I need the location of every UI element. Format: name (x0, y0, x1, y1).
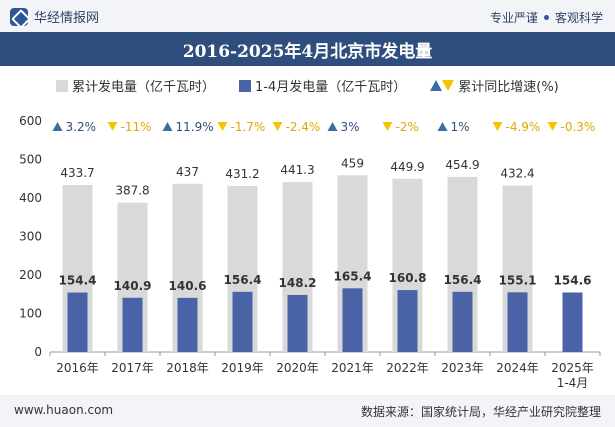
data-label-monthly: 140.6 (169, 279, 207, 293)
x-tick-label: 1-4月 (557, 376, 589, 390)
down-triangle-icon (442, 80, 455, 91)
y-tick-label: 100 (19, 307, 42, 321)
y-tick-label: 300 (19, 230, 42, 244)
growth-label: 11.9% (176, 120, 214, 134)
growth-label: 1% (451, 120, 470, 134)
bar-monthly (507, 292, 528, 352)
x-tick-label: 2019年 (221, 361, 264, 375)
chart-title: 2016-2025年4月北京市发电量 (182, 41, 433, 62)
tagline: 专业严谨 客观科学 (490, 9, 603, 26)
growth-label: -0.3% (561, 120, 596, 134)
brand: 华经情报网 (10, 7, 99, 26)
legend-label-growth: 累计同比增速(%) (458, 80, 559, 95)
data-label-cumulative: 454.9 (445, 158, 479, 172)
growth-label: -4.9% (506, 120, 541, 134)
bar-monthly (177, 297, 198, 352)
bar-monthly (67, 292, 88, 352)
growth-down-triangle-icon (217, 122, 228, 131)
y-tick-label: 500 (19, 153, 42, 167)
x-tick-label: 2020年 (276, 361, 319, 375)
bar-monthly (122, 297, 143, 352)
tagline-right: 客观科学 (554, 11, 603, 25)
data-label-cumulative: 433.7 (60, 166, 94, 180)
data-label-monthly: 155.1 (499, 273, 537, 287)
growth-down-triangle-icon (107, 122, 118, 131)
title-bar: 2016-2025年4月北京市发电量 (0, 32, 615, 66)
bar-monthly (562, 292, 583, 352)
data-label-cumulative: 449.9 (390, 160, 424, 174)
data-label-monthly: 140.9 (114, 279, 152, 293)
data-label-monthly: 156.4 (224, 273, 262, 287)
growth-down-triangle-icon (492, 122, 503, 131)
legend-item-growth: 累计同比增速(%) (430, 76, 559, 95)
growth-label: -11% (121, 120, 152, 134)
legend-label-cumulative: 累计发电量（亿千瓦时） (72, 80, 216, 95)
growth-down-triangle-icon (272, 122, 283, 131)
growth-up-triangle-icon (437, 122, 448, 131)
data-label-monthly: 148.2 (279, 276, 317, 290)
x-tick-label: 2025年 (551, 361, 594, 375)
data-label-cumulative: 437 (176, 165, 199, 179)
data-label-monthly: 160.8 (389, 271, 427, 285)
x-tick-label: 2024年 (496, 361, 539, 375)
growth-label: -2% (396, 120, 419, 134)
brand-name: 华经情报网 (34, 11, 100, 26)
data-label-cumulative: 431.2 (225, 167, 259, 181)
growth-down-triangle-icon (547, 122, 558, 131)
growth-label: -2.4% (286, 120, 321, 134)
growth-up-triangle-icon (162, 122, 173, 131)
y-tick-label: 600 (19, 114, 42, 128)
legend-label-monthly: 1-4月发电量（亿千瓦时） (255, 80, 407, 95)
data-label-monthly: 156.4 (444, 273, 482, 287)
x-tick-label: 2018年 (166, 361, 209, 375)
footer-url: www.huaon.com (14, 403, 114, 417)
bar-monthly (287, 294, 308, 352)
data-label-monthly: 154.4 (59, 274, 97, 288)
data-label-monthly: 154.6 (554, 273, 592, 287)
top-bar: 华经情报网 专业严谨 客观科学 (0, 0, 615, 32)
growth-up-triangle-icon (52, 122, 63, 131)
data-label-cumulative: 387.8 (115, 184, 149, 198)
growth-label: 3.2% (66, 120, 97, 134)
x-tick-label: 2017年 (111, 361, 154, 375)
legend: 累计发电量（亿千瓦时） 1-4月发电量（亿千瓦时） 累计同比增速(%) (56, 76, 583, 95)
x-tick-label: 2016年 (56, 361, 99, 375)
bar-monthly (397, 290, 418, 352)
data-label-monthly: 165.4 (334, 269, 372, 283)
growth-label: -1.7% (231, 120, 266, 134)
x-tick-label: 2021年 (331, 361, 374, 375)
y-tick-label: 0 (34, 345, 42, 359)
data-label-cumulative: 459 (341, 156, 364, 170)
growth-down-triangle-icon (382, 122, 393, 131)
up-triangle-icon (430, 80, 443, 91)
tagline-left: 专业严谨 (489, 11, 538, 25)
footer-source: 数据来源：国家统计局，华经产业研究院整理 (360, 405, 601, 419)
legend-swatch-monthly (239, 79, 252, 92)
bar-monthly (452, 291, 473, 352)
data-label-cumulative: 432.4 (500, 167, 534, 181)
footer: www.huaon.com 数据来源：国家统计局，华经产业研究院整理 (0, 395, 615, 427)
y-tick-label: 200 (19, 268, 42, 282)
legend-item-monthly: 1-4月发电量（亿千瓦时） (239, 76, 406, 95)
legend-swatch-cumulative (56, 79, 68, 92)
bar-monthly (342, 288, 363, 352)
bullet-dot-icon (543, 15, 549, 20)
data-label-cumulative: 441.3 (280, 163, 314, 177)
x-tick-label: 2022年 (386, 361, 429, 375)
legend-item-cumulative: 累计发电量（亿千瓦时） (56, 76, 215, 95)
x-tick-label: 2023年 (441, 361, 484, 375)
brand-logo-icon (10, 7, 28, 26)
growth-label: 3% (341, 120, 360, 134)
growth-up-triangle-icon (327, 122, 338, 131)
y-tick-label: 400 (19, 191, 42, 205)
bar-monthly (232, 291, 253, 352)
